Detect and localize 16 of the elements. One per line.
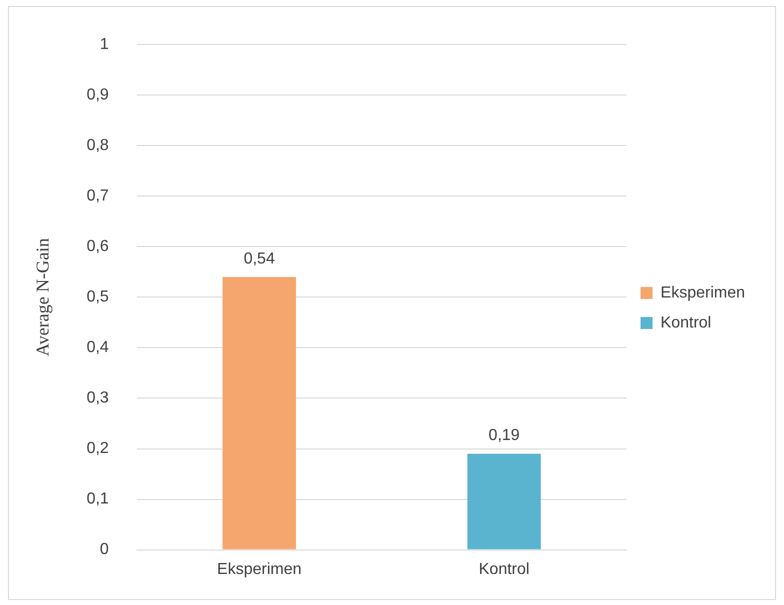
legend-label: Kontrol [660,314,712,332]
y-tick-label: 0,3 [86,390,109,407]
y-tick-label: 0,1 [86,490,109,508]
legend-label: Eksperimen [660,284,746,302]
y-axis-title: Average N-Gain [32,238,53,356]
y-tick-label: 0,2 [86,440,109,458]
y-tick-label: 0,7 [86,188,109,205]
y-tick-label: 1 [100,36,109,54]
y-tick-label: 0,8 [86,137,109,154]
data-label: 0,54 [244,250,275,268]
y-tick-label: 0 [100,541,109,558]
y-tick-label: 0,9 [86,86,109,104]
data-label: 0,19 [488,427,520,444]
y-tick-label: 0,6 [86,238,109,256]
y-tick-label: 0,4 [86,339,109,356]
y-tick-label: 0,5 [86,288,109,306]
